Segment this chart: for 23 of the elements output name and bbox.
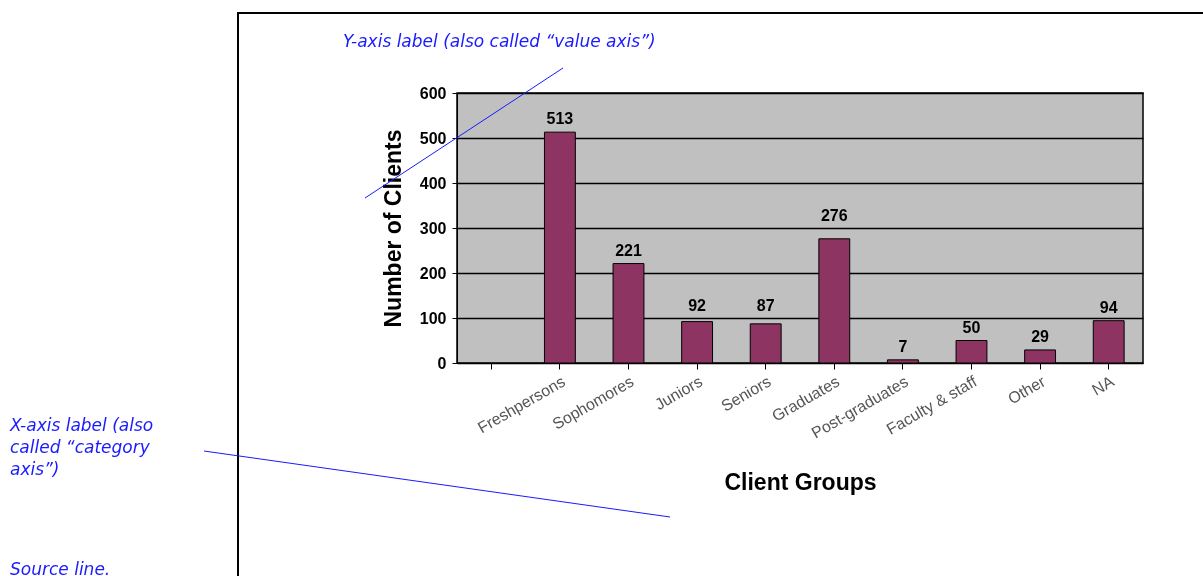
data-label: 7 <box>898 337 908 355</box>
data-label: 94 <box>1099 298 1118 316</box>
y-tick-label: 100 <box>419 309 447 327</box>
x-tick-label: Other <box>1004 372 1049 408</box>
data-label: 276 <box>820 207 848 224</box>
data-label: 513 <box>546 110 574 128</box>
x-tick-label: NA <box>1088 372 1117 399</box>
y-tick-label: 0 <box>437 354 447 372</box>
y-tick-label: 500 <box>419 129 447 147</box>
source-note: Source line. <box>10 558 112 576</box>
data-label: 221 <box>615 241 642 259</box>
y-tick-label: 600 <box>419 84 447 102</box>
data-label: 29 <box>1031 327 1050 345</box>
data-label: 87 <box>756 297 775 314</box>
data-label: 92 <box>688 297 707 314</box>
text: X-axis label (also called “category axis”) <box>10 414 155 480</box>
y-tick-label: 200 <box>419 264 447 282</box>
x-axis-title: Client Groups <box>724 468 877 495</box>
y-tick-label: 400 <box>419 174 447 192</box>
y-tick-label: 300 <box>419 219 447 237</box>
text: Y-axis label (also called “value axis”) <box>343 30 657 52</box>
data-label: 50 <box>962 318 981 336</box>
y-axis-title: Number of Clients <box>379 129 406 328</box>
